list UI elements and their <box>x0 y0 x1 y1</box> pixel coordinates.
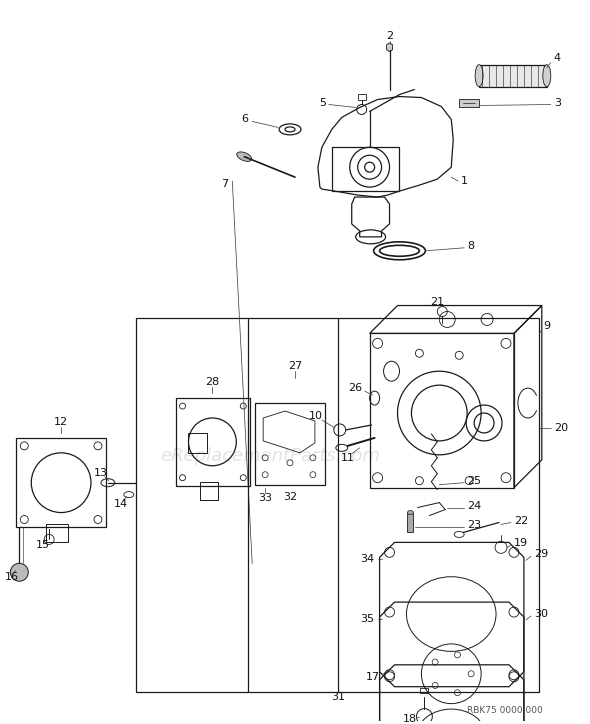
Text: 35: 35 <box>360 614 375 624</box>
Text: 34: 34 <box>360 555 375 564</box>
Text: 18: 18 <box>404 714 417 723</box>
Polygon shape <box>386 43 392 51</box>
Text: 4: 4 <box>554 53 561 63</box>
Text: 23: 23 <box>467 521 481 531</box>
Text: 16: 16 <box>4 572 18 582</box>
Text: 11: 11 <box>341 452 355 463</box>
Ellipse shape <box>543 64 551 87</box>
Bar <box>255 403 325 484</box>
Text: 14: 14 <box>114 499 128 508</box>
Text: RBK75 0000 000: RBK75 0000 000 <box>467 706 543 715</box>
Text: 29: 29 <box>534 550 548 560</box>
Bar <box>201 481 218 500</box>
Bar <box>459 98 479 107</box>
Bar <box>136 319 539 691</box>
Bar <box>479 64 547 87</box>
Circle shape <box>11 563 28 581</box>
Text: 32: 32 <box>283 492 297 502</box>
Text: 6: 6 <box>241 114 248 125</box>
Text: 19: 19 <box>514 539 528 548</box>
Text: 5: 5 <box>319 98 326 107</box>
Text: 24: 24 <box>467 500 481 510</box>
Text: 33: 33 <box>258 492 272 502</box>
Text: 28: 28 <box>205 377 219 387</box>
Text: eReplacementParts.com: eReplacementParts.com <box>160 447 380 465</box>
Ellipse shape <box>237 152 252 161</box>
Text: 13: 13 <box>94 468 108 478</box>
Bar <box>188 433 208 452</box>
Bar <box>421 688 428 693</box>
Bar <box>408 513 414 532</box>
Text: 26: 26 <box>348 383 362 393</box>
Text: 30: 30 <box>534 609 548 619</box>
Text: 7: 7 <box>221 179 228 189</box>
Ellipse shape <box>408 510 414 515</box>
Text: 25: 25 <box>467 476 481 486</box>
Bar <box>370 333 514 488</box>
Text: 31: 31 <box>331 691 345 702</box>
Text: 3: 3 <box>554 98 560 107</box>
Text: 10: 10 <box>309 411 323 421</box>
Text: 15: 15 <box>36 540 50 550</box>
Text: 2: 2 <box>386 31 393 41</box>
Text: 27: 27 <box>288 361 302 371</box>
Text: 22: 22 <box>514 515 528 526</box>
Bar <box>17 438 106 528</box>
Text: 12: 12 <box>54 417 68 427</box>
Bar <box>358 93 366 99</box>
Text: 1: 1 <box>461 176 468 186</box>
Bar <box>176 398 250 486</box>
Text: 20: 20 <box>554 423 568 433</box>
Bar <box>46 524 68 542</box>
Ellipse shape <box>475 64 483 87</box>
Text: 8: 8 <box>467 241 474 251</box>
Text: 17: 17 <box>365 672 379 682</box>
Text: 9: 9 <box>543 321 550 332</box>
Text: 21: 21 <box>430 297 444 306</box>
